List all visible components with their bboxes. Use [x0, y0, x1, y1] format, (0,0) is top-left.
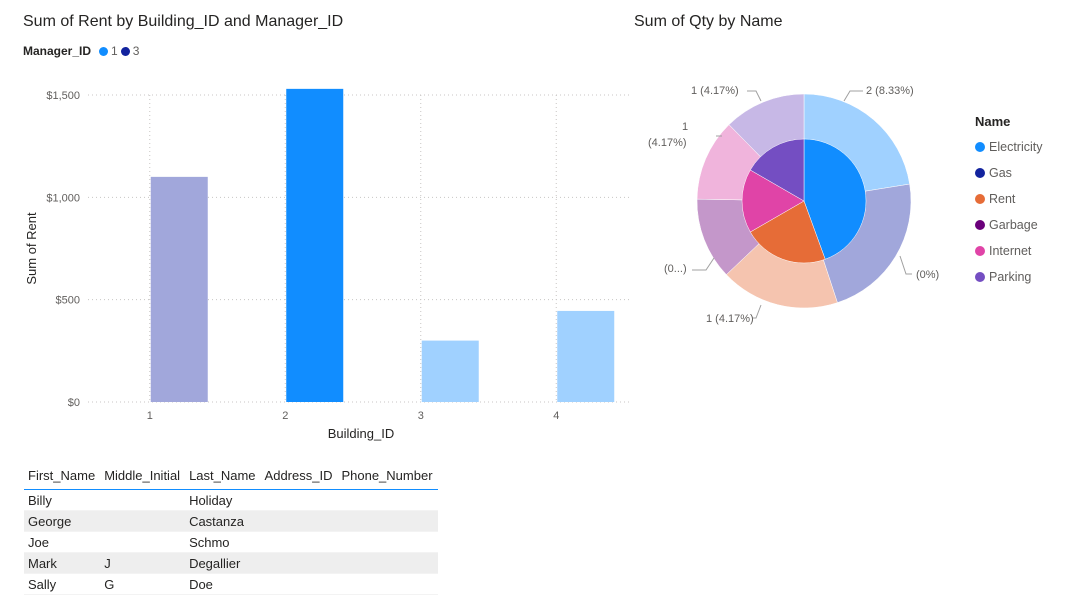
- pie-data-label: 1: [682, 121, 688, 133]
- column-header[interactable]: First_Name: [24, 463, 101, 490]
- pie-chart-title: Sum of Qty by Name: [634, 13, 783, 30]
- legend-label: Garbage: [989, 218, 1038, 232]
- pie-legend-item[interactable]: Garbage: [975, 212, 1042, 238]
- table-row[interactable]: Mark J Degallier: [24, 552, 438, 574]
- pie-legend-title: Name: [975, 114, 1011, 129]
- table-cell: Castanza: [185, 510, 261, 532]
- bar-building-4[interactable]: [557, 310, 615, 402]
- pie-legend-item[interactable]: Gas: [975, 160, 1042, 186]
- table-cell: [337, 510, 438, 532]
- legend-dot: [975, 272, 985, 282]
- column-header[interactable]: Last_Name: [185, 463, 261, 490]
- pie-inner-slice[interactable]: [741, 169, 805, 233]
- legend-dot: [99, 46, 109, 56]
- table-cell: Sally: [24, 573, 101, 595]
- pie-inner-slice[interactable]: [749, 200, 826, 264]
- bar-chart-legend: Manager_ID 1 3: [23, 44, 142, 58]
- bar-legend-title: Manager_ID: [23, 44, 92, 58]
- bar-chart: $0 $500 $1,000 $1,500 Sum of Rent 1 2 3 4 Buildin…: [24, 88, 630, 441]
- table-cell: J: [100, 552, 186, 574]
- legend-label: Parking: [989, 270, 1032, 284]
- pie-chart-legend: Name Electricity Gas Rent Garbage Internet Pa…: [975, 114, 1042, 290]
- table-cell: George: [24, 510, 101, 532]
- leader-line: [747, 90, 762, 102]
- column-header[interactable]: Middle_Initial: [100, 463, 186, 490]
- table-cell: Joe: [24, 531, 101, 553]
- legend-dot: [975, 194, 985, 204]
- legend-dot: [975, 220, 985, 230]
- x-tick-label: 2: [282, 410, 288, 422]
- table-cell: G: [100, 573, 186, 595]
- table-cell: [100, 531, 186, 553]
- legend-label: 1: [111, 44, 118, 58]
- y-tick-label: $500: [56, 295, 80, 307]
- pie-data-label: (4.17%): [648, 137, 687, 149]
- leader-line: [752, 304, 762, 319]
- y-tick-label: $1,500: [46, 90, 80, 102]
- leader-line: [899, 255, 912, 275]
- x-axis-title: Building_ID: [328, 426, 395, 441]
- legend-label: Rent: [989, 192, 1016, 206]
- legend-label: Electricity: [989, 140, 1043, 154]
- table-row[interactable]: Sally G Doe: [24, 573, 438, 595]
- table-cell: Schmo: [185, 531, 261, 553]
- table-cell: Doe: [185, 573, 261, 595]
- bar-building-1[interactable]: [150, 176, 208, 402]
- pie-inner-slice[interactable]: [803, 138, 867, 260]
- pie-data-label: 2 (8.33%): [866, 85, 914, 97]
- table-cell: [100, 510, 186, 532]
- table-cell: Degallier: [185, 552, 261, 574]
- legend-dot: [120, 46, 130, 56]
- pie-data-label: (0%): [916, 269, 939, 281]
- table-cell: [260, 552, 338, 574]
- y-axis-title: Sum of Rent: [24, 212, 39, 285]
- legend-dot: [975, 142, 985, 152]
- table-cell: [337, 573, 438, 595]
- table-cell: Mark: [24, 552, 101, 574]
- pie-chart: 2 (8.33%) (0%) 1 (4.17%) (0...) 1 (4.17%) 1 (4…: [648, 85, 939, 325]
- bar-building-2[interactable]: [286, 88, 344, 403]
- legend-item-manager-1[interactable]: 1: [99, 44, 118, 58]
- table-cell: [100, 489, 186, 511]
- pie-legend-item[interactable]: Rent: [975, 186, 1042, 212]
- table-cell: [337, 531, 438, 553]
- pie-data-label: 1 (4.17%): [691, 85, 739, 97]
- legend-label: Gas: [989, 166, 1012, 180]
- pie-inner-slice[interactable]: [749, 138, 805, 202]
- bar-building-3[interactable]: [421, 340, 479, 402]
- pie-legend-item[interactable]: Electricity: [975, 134, 1042, 160]
- table-cell: [260, 531, 338, 553]
- y-tick-label: $1,000: [46, 192, 80, 204]
- x-tick-label: 1: [147, 410, 153, 422]
- column-header[interactable]: Address_ID: [260, 463, 338, 490]
- table-cell: [337, 552, 438, 574]
- table-cell: [260, 510, 338, 532]
- table-cell: Holiday: [185, 489, 261, 511]
- table-cell: Billy: [24, 489, 101, 511]
- legend-item-manager-3[interactable]: 3: [120, 44, 140, 58]
- legend-dot: [975, 168, 985, 178]
- people-table: First_Name Middle_Initial Last_Name Addr…: [24, 463, 438, 595]
- y-tick-label: $0: [68, 397, 80, 409]
- leader-line: [692, 257, 715, 271]
- legend-label: 3: [132, 44, 140, 58]
- x-tick-label: 3: [418, 410, 424, 422]
- x-tick-label: 4: [553, 410, 559, 422]
- pie-data-label: (0...): [664, 263, 687, 275]
- legend-label: Internet: [989, 244, 1032, 258]
- table-header-row: First_Name Middle_Initial Last_Name Addr…: [24, 463, 438, 490]
- pie-legend-item[interactable]: Internet: [975, 238, 1042, 264]
- table-row[interactable]: Billy Holiday: [24, 489, 438, 511]
- table-cell: [260, 489, 338, 511]
- table-cell: [260, 573, 338, 595]
- pie-data-label: 1 (4.17%): [706, 313, 754, 325]
- bar-chart-title: Sum of Rent by Building_ID and Manager_I…: [23, 13, 344, 30]
- table-row[interactable]: Joe Schmo: [24, 531, 438, 553]
- column-header[interactable]: Phone_Number: [337, 463, 438, 490]
- pie-legend-item[interactable]: Parking: [975, 264, 1042, 290]
- table-row[interactable]: George Castanza: [24, 510, 438, 532]
- leader-line: [843, 90, 863, 102]
- legend-dot: [975, 246, 985, 256]
- table-cell: [337, 489, 438, 511]
